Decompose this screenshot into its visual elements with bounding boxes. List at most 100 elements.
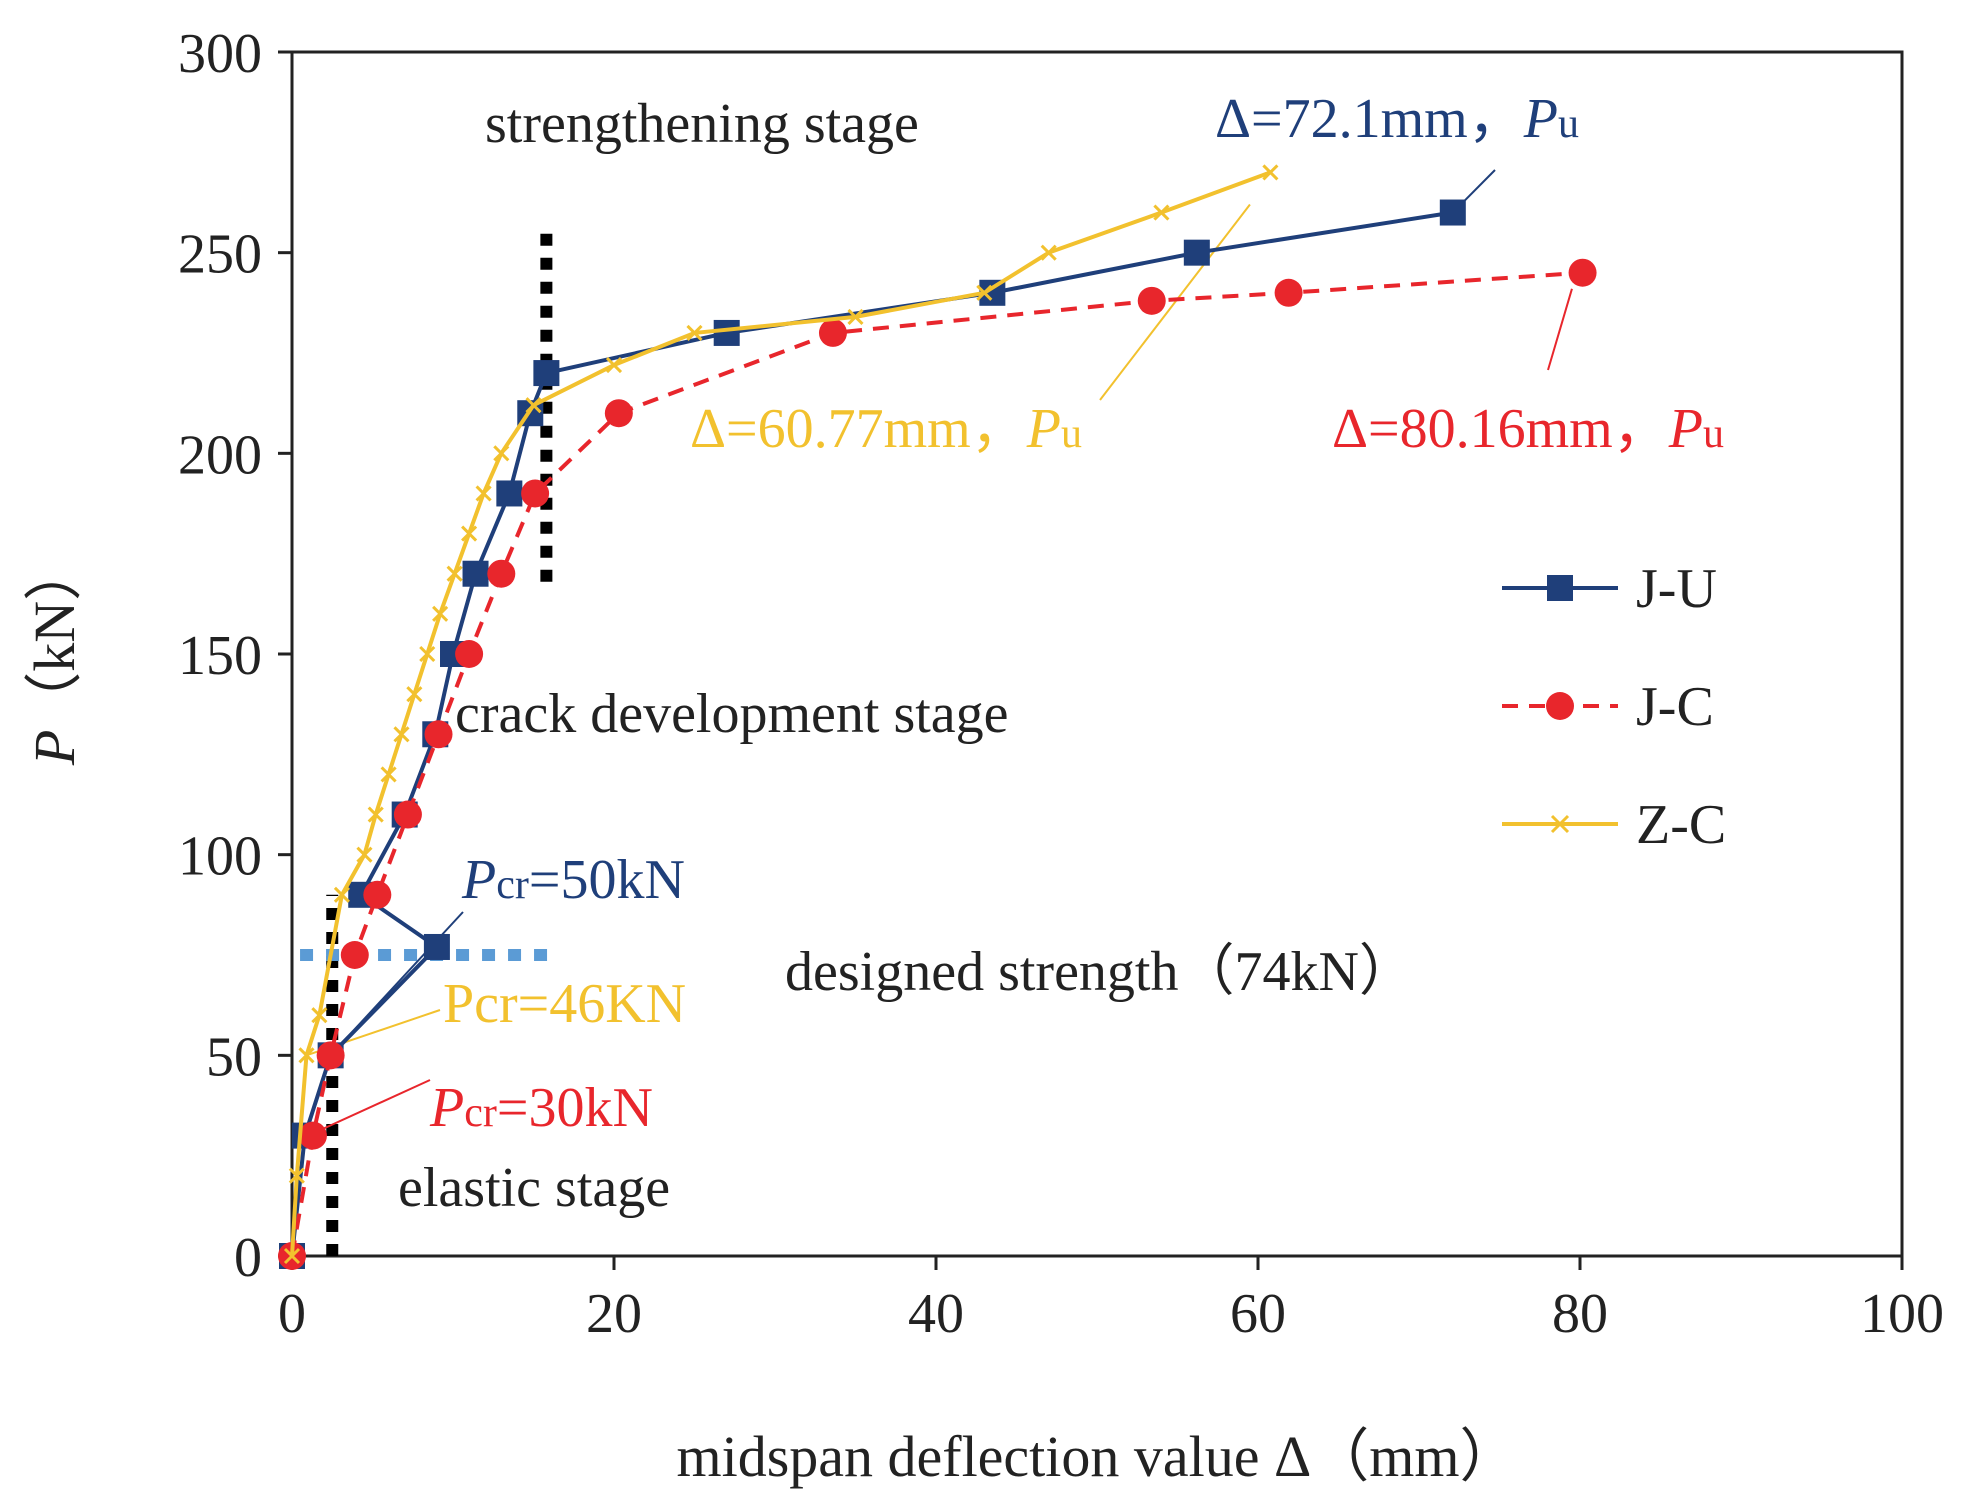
y-tick-label: 50 — [206, 1026, 262, 1088]
data-point — [288, 1167, 305, 1184]
jc-ultimate-symbol: P — [1668, 398, 1703, 460]
data-point — [380, 766, 397, 783]
reference-lines — [300, 232, 553, 1256]
data-point — [462, 560, 489, 587]
data-point — [533, 360, 560, 387]
annotation-zc-ultimate: Δ=60.77mm，Pu — [690, 398, 1082, 460]
data-point — [604, 399, 633, 428]
ju-cracking-value: =50kN — [529, 849, 685, 911]
y-tick-label: 250 — [178, 224, 262, 286]
series-j-c — [278, 258, 1597, 1270]
x-tick-label: 0 — [278, 1283, 306, 1345]
data-point — [1568, 258, 1597, 287]
leader-jc-cracking — [307, 1079, 431, 1137]
data-point — [475, 485, 492, 502]
data-point — [367, 806, 384, 823]
y-axis-title-unit: （kN） — [22, 543, 87, 730]
legend-label-jc: J-C — [1636, 676, 1714, 738]
jc-cracking-value: =30kN — [497, 1077, 653, 1139]
data-point — [298, 1121, 327, 1150]
y-axis-title-symbol: P — [22, 730, 87, 766]
data-point — [393, 800, 422, 829]
x-tick-label: 80 — [1552, 1283, 1608, 1345]
legend-label-ju: J-U — [1636, 558, 1717, 620]
data-point — [1439, 199, 1466, 226]
data-point — [847, 308, 864, 325]
legend-marker-jc — [1546, 692, 1574, 720]
y-axis-title: P（kN） — [22, 543, 87, 766]
data-point — [340, 941, 369, 969]
x-tick-label: 100 — [1860, 1283, 1944, 1345]
annotation-strengthening-stage: strengthening stage — [485, 93, 919, 155]
data-point — [1183, 239, 1210, 266]
leader-jc-ultimate — [1547, 288, 1573, 371]
data-point — [1274, 278, 1303, 307]
annotation-crack-development-stage: crack development stage — [455, 683, 1009, 745]
data-point — [461, 525, 478, 542]
data-point — [1040, 244, 1057, 261]
series-z-c — [283, 164, 1279, 1265]
annotation-ju-cracking: Pcr=50kN — [461, 849, 685, 911]
jc-ultimate-subscript: u — [1703, 411, 1724, 457]
data-point — [686, 324, 703, 341]
data-point — [363, 880, 392, 909]
data-point — [496, 480, 523, 507]
legend-label-zc: Z-C — [1636, 794, 1726, 856]
legend-marker-ju — [1547, 575, 1573, 601]
data-point — [487, 559, 516, 588]
series-line-z-c — [290, 170, 1272, 1257]
data-point — [525, 397, 542, 414]
y-tick-label: 200 — [178, 424, 262, 486]
annotation-jc-ultimate: Δ=80.16mm，Pu — [1332, 398, 1724, 460]
data-point — [493, 445, 510, 462]
data-point — [316, 1041, 345, 1070]
annotation-ju-ultimate: Δ=72.1mm，Pu — [1215, 88, 1579, 150]
data-point — [333, 886, 350, 903]
annotation-zc-cracking: Pcr=46KN — [443, 973, 686, 1035]
data-point — [393, 726, 410, 743]
zc-ultimate-subscript: u — [1061, 411, 1082, 457]
annotation-designed-strength: designed strength（74kN） — [785, 941, 1415, 1003]
ju-ultimate-subscript: u — [1558, 101, 1579, 147]
axis-ticks: 0 20 40 60 80 100 0 50 100 150 200 250 300 — [178, 23, 1944, 1345]
data-point — [423, 933, 450, 960]
jc-cracking-subscript: cr — [464, 1090, 497, 1136]
data-point — [976, 284, 993, 301]
data-point — [419, 645, 436, 663]
data-point — [605, 356, 623, 374]
data-point — [424, 720, 453, 749]
jc-ultimate-prefix: Δ=80.16mm， — [1332, 398, 1669, 460]
x-tick-label: 20 — [586, 1283, 642, 1345]
data-point — [446, 565, 463, 582]
data-point — [1153, 204, 1170, 221]
data-point — [818, 318, 847, 347]
jc-cracking-symbol: P — [429, 1077, 464, 1139]
legend-marker-zc — [1550, 814, 1570, 834]
x-axis-title: midspan deflection value Δ（mm） — [676, 1424, 1517, 1489]
y-tick-label: 150 — [178, 625, 262, 687]
data-point — [455, 640, 484, 668]
zc-ultimate-symbol: P — [1026, 398, 1061, 460]
x-tick-label: 40 — [908, 1283, 964, 1345]
y-tick-label: 100 — [178, 826, 262, 888]
ju-cracking-subscript: cr — [496, 862, 529, 908]
legend: J-U J-C Z-C — [1502, 558, 1726, 856]
data-point — [298, 1047, 315, 1064]
leader-zc-ultimate — [1099, 203, 1251, 401]
data-point — [356, 846, 373, 863]
series-layer — [278, 164, 1597, 1270]
data-point — [1137, 286, 1166, 315]
data-point — [432, 605, 449, 622]
data-point — [1262, 164, 1279, 181]
ju-ultimate-symbol: P — [1523, 88, 1558, 150]
y-tick-label: 300 — [178, 23, 262, 85]
y-tick-label: 0 — [234, 1227, 262, 1289]
data-point — [521, 479, 550, 508]
annotation-jc-cracking: Pcr=30kN — [429, 1077, 653, 1139]
data-point — [713, 319, 740, 346]
ju-ultimate-prefix: Δ=72.1mm， — [1215, 88, 1524, 150]
data-point — [406, 686, 423, 703]
x-tick-label: 60 — [1230, 1283, 1286, 1345]
